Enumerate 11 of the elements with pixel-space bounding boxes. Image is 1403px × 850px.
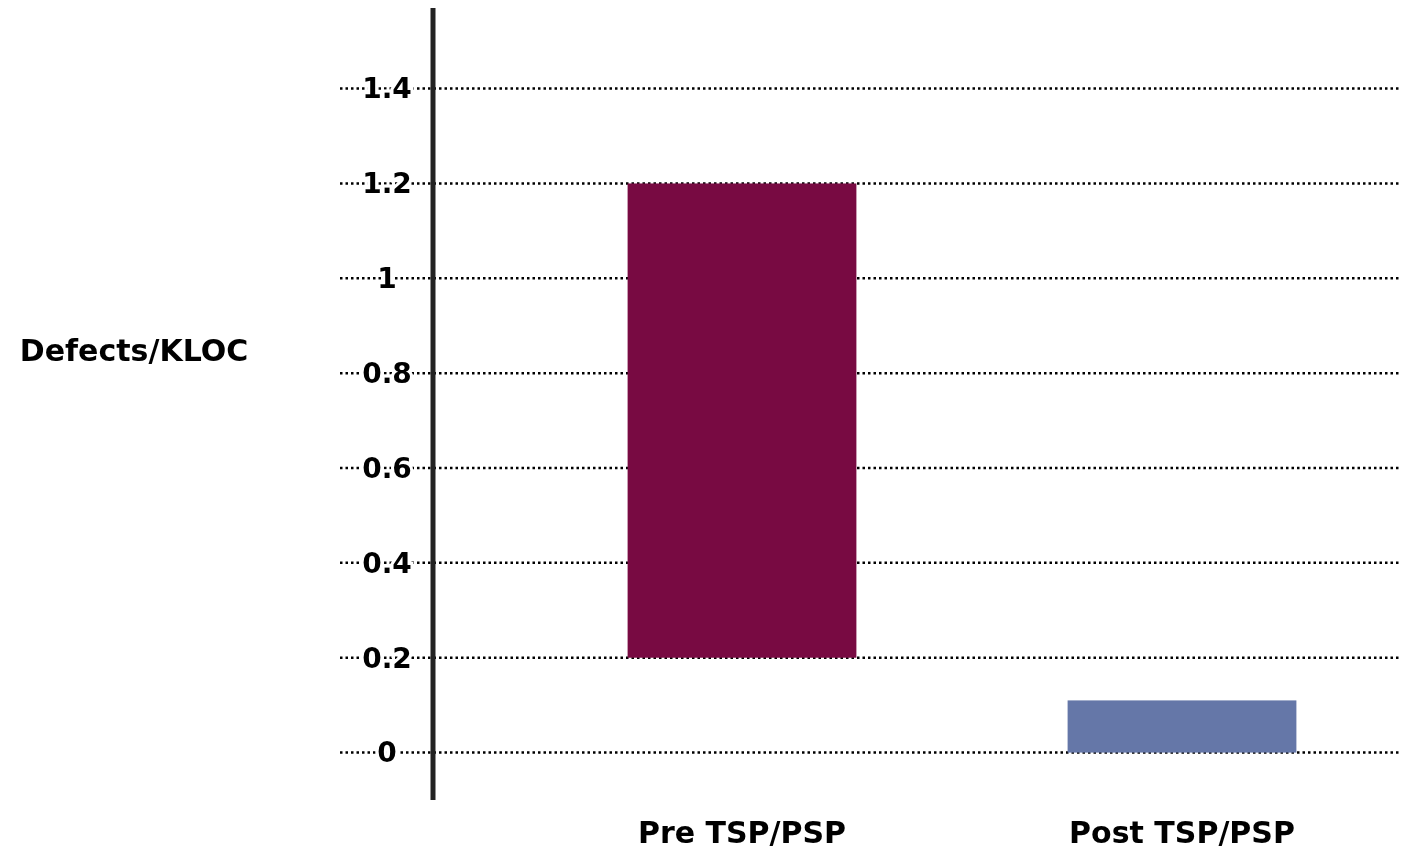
y-tick-label: 0.6 <box>362 451 412 485</box>
y-tick-label: 1 <box>377 262 397 296</box>
y-tick-label: 0.8 <box>362 356 412 390</box>
y-tick-label: 0.2 <box>362 641 412 675</box>
x-tick-label: Post TSP/PSP <box>1069 814 1295 850</box>
y-tick-label: 1.2 <box>362 167 412 201</box>
x-tick-label: Pre TSP/PSP <box>637 814 847 850</box>
y-tick-label: 1.4 <box>362 72 412 106</box>
y-tick-label: 0.4 <box>362 546 412 580</box>
y-tick-label: 0 <box>377 736 397 770</box>
y-axis-title: Defects/KLOC <box>19 332 249 368</box>
